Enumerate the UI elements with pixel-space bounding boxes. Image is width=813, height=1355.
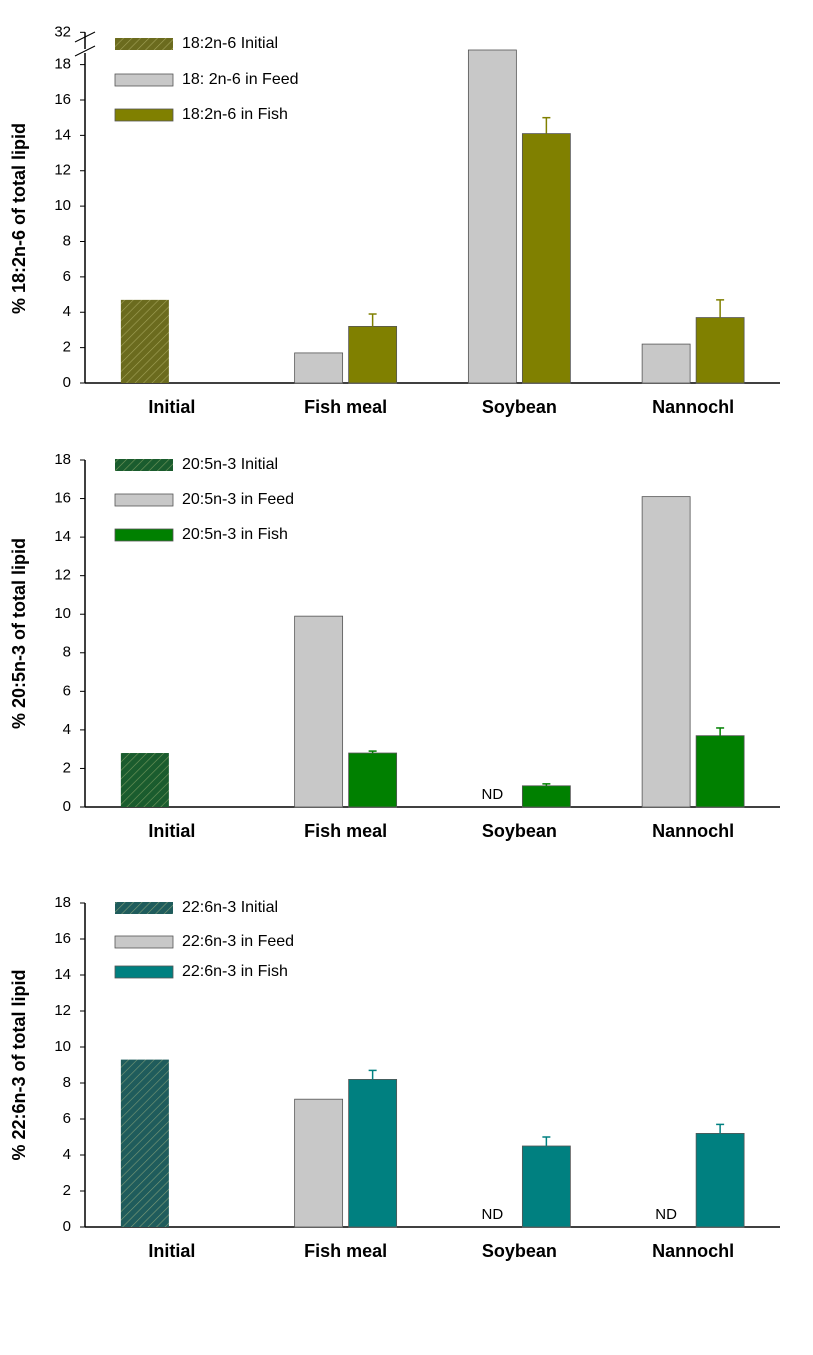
annotation: ND: [482, 786, 504, 803]
y-tick-label: 12: [54, 567, 71, 584]
legend-label: 18:2n-6 in Fish: [182, 106, 288, 123]
y-tick-label: 4: [63, 303, 71, 320]
legend-label: 22:6n-3 Initial: [182, 899, 278, 916]
bar: [294, 352, 344, 384]
legend-swatch: [114, 73, 174, 87]
bar: [120, 753, 169, 807]
y-axis-label: % 20:5n-3 of total lipid: [9, 538, 29, 729]
legend-swatch: [115, 38, 173, 50]
x-tick-label: Initial: [148, 821, 195, 841]
bar: [348, 752, 398, 808]
legend-label: 22:6n-3 in Feed: [182, 933, 294, 950]
legend-swatch: [114, 935, 174, 949]
y-tick-label: 8: [63, 232, 71, 249]
y-tick-label: 12: [54, 162, 71, 179]
y-tick-label: 18: [54, 451, 71, 468]
annotation: ND: [482, 1206, 504, 1223]
y-tick-label: 6: [63, 1110, 71, 1127]
x-tick-label: Nannochl: [652, 1241, 734, 1261]
bar: [695, 735, 745, 808]
y-tick-label: 8: [63, 1074, 71, 1091]
legend-label: 20:5n-3 in Fish: [182, 526, 288, 543]
y-axis-label: % 18:2n-6 of total lipid: [9, 123, 29, 314]
y-tick-label: 2: [63, 1182, 71, 1199]
x-tick-label: Initial: [148, 397, 195, 417]
y-tick-label: 6: [63, 268, 71, 285]
x-tick-label: Fish meal: [304, 397, 387, 417]
y-tick-label: 18: [54, 894, 71, 911]
y-tick-label: 0: [63, 1218, 71, 1235]
y-tick-label: 6: [63, 682, 71, 699]
legend-swatch: [115, 902, 173, 914]
y-tick-label: 14: [54, 528, 71, 545]
x-tick-label: Initial: [148, 1241, 195, 1261]
axis-break-mark: [74, 31, 96, 43]
x-tick-label: Fish meal: [304, 821, 387, 841]
y-tick-label: 2: [63, 339, 71, 356]
axis-break-mark: [74, 45, 96, 57]
bar: [641, 343, 691, 384]
x-tick-label: Nannochl: [652, 397, 734, 417]
bar: [467, 49, 517, 384]
y-tick-label: 10: [54, 1038, 71, 1055]
legend-swatch: [114, 108, 174, 122]
legend-swatch: [115, 459, 173, 471]
bar: [521, 785, 571, 808]
y-tick-label: 4: [63, 1146, 71, 1163]
legend-swatch: [114, 965, 174, 979]
legend-label: 18:2n-6 Initial: [182, 35, 278, 52]
bar: [294, 615, 344, 808]
y-tick-label: 14: [54, 966, 71, 983]
legend-label: 22:6n-3 in Fish: [182, 963, 288, 980]
y-tick-label: 4: [63, 721, 71, 738]
legend-swatch: [114, 493, 174, 507]
y-tick-label: 16: [54, 490, 71, 507]
y-tick-label: 16: [54, 930, 71, 947]
y-tick-label: 10: [54, 197, 71, 214]
y-tick-label: 14: [54, 126, 71, 143]
y-axis-label: % 22:6n-3 of total lipid: [9, 969, 29, 1160]
y-tick-label: 0: [63, 374, 71, 391]
y-tick-label: 32: [54, 23, 71, 40]
bar: [641, 496, 691, 808]
x-tick-label: Fish meal: [304, 1241, 387, 1261]
bar: [120, 299, 169, 383]
legend-swatch: [114, 528, 174, 542]
bar: [695, 1133, 745, 1228]
y-tick-label: 2: [63, 759, 71, 776]
bar: [348, 325, 398, 384]
y-tick-label: 18: [54, 56, 71, 73]
y-tick-label: 10: [54, 605, 71, 622]
x-tick-label: Nannochl: [652, 821, 734, 841]
y-tick-label: 8: [63, 644, 71, 661]
bar: [120, 1059, 169, 1227]
y-tick-label: 12: [54, 1002, 71, 1019]
y-tick-label: 16: [54, 91, 71, 108]
x-tick-label: Soybean: [482, 821, 557, 841]
bar: [348, 1079, 398, 1228]
x-tick-label: Soybean: [482, 1241, 557, 1261]
legend-label: 18: 2n-6 in Feed: [182, 71, 299, 88]
annotation: ND: [655, 1206, 677, 1223]
legend-label: 20:5n-3 Initial: [182, 456, 278, 473]
legend-label: 20:5n-3 in Feed: [182, 491, 294, 508]
bar: [695, 317, 745, 384]
y-tick-label: 0: [63, 798, 71, 815]
bar: [521, 133, 571, 384]
bar: [521, 1145, 571, 1228]
x-tick-label: Soybean: [482, 397, 557, 417]
bar: [294, 1098, 344, 1228]
